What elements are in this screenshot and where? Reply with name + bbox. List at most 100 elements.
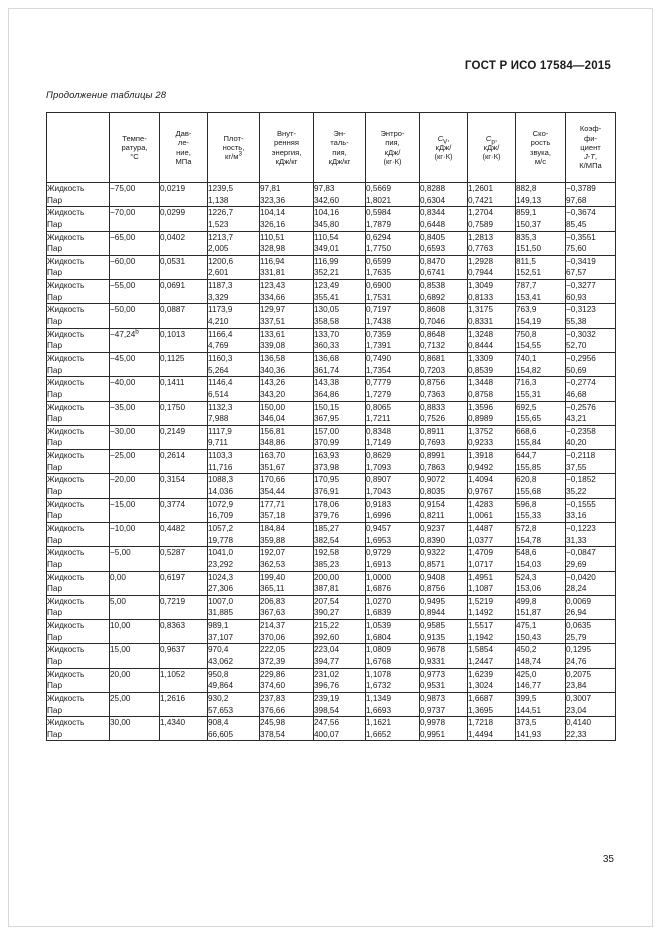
cp-vapour: 0,7763 xyxy=(468,244,494,254)
cp-liquid: 1,2601 xyxy=(468,184,494,193)
table-row: ЖидкостьПар−40,00.0,1411.1146,46,514143,… xyxy=(46,376,616,402)
jt-coefficient-cell: 0,1295 24,76 xyxy=(565,643,616,669)
sound-speed-vapour: 154,55 xyxy=(516,341,542,351)
table-row: ЖидкостьПар−70,00.0,0299.1226,71,523104,… xyxy=(46,206,616,232)
entropy-liquid: 0,7779 xyxy=(366,378,392,388)
entropy-liquid: 1,1349 xyxy=(366,693,392,703)
pressure-cell: 1,2616. xyxy=(159,691,208,718)
internal-energy-liquid: 123,43 xyxy=(260,281,286,291)
internal-energy-liquid: 97,81 xyxy=(260,184,281,193)
temperature-value: −75,00 xyxy=(110,184,136,193)
entropy-liquid: 1,0270 xyxy=(366,596,392,606)
pressure-value: 0,7219 xyxy=(160,596,186,606)
phase-cell: Жидкость Пар xyxy=(46,521,110,548)
cp-cell: 1,4709 1,0717 xyxy=(467,546,516,572)
temperature-value: −5,00 xyxy=(110,548,131,558)
pressure-cell: 0,4482. xyxy=(159,521,208,548)
phase-liquid-label: Жидкость xyxy=(47,353,85,363)
table-row: ЖидкостьПар30,00.1,4340.908,466,605245,9… xyxy=(46,716,616,742)
density-vapour: 3,329 xyxy=(208,292,229,302)
enthalpy-vapour: 390,27 xyxy=(314,608,340,618)
table-row: Жидкость Пар −15,00.0,3774.1072,9 16,709 177… xyxy=(46,497,616,523)
cv-cell: 0,9873 0,9737 xyxy=(419,691,468,718)
cv-cell: 0,8681 0,7203 xyxy=(419,351,468,378)
temperature-cell: −45,00. xyxy=(109,351,160,378)
sound-speed-cell: 450,2 148,74 xyxy=(515,643,566,669)
density-liquid: 970,4 xyxy=(208,645,229,655)
internal-energy-liquid: 163,70 xyxy=(260,451,286,461)
sound-speed-vapour: 154,03 xyxy=(516,559,542,569)
jt-coefficient-liquid: −0,3674 xyxy=(566,208,596,218)
internal-energy-cell: 123,43 334,66 xyxy=(259,279,314,305)
header-sound-speed-l2: рость xyxy=(530,138,551,148)
jt-coefficient-cell: 0,2075 23,84 xyxy=(565,667,616,693)
cv-vapour: 0,7693 xyxy=(420,438,446,448)
cv-cell: 0,8833 0,7526 xyxy=(419,400,468,426)
internal-energy-vapour: 378,54 xyxy=(260,729,286,739)
temperature-value: 5,00 xyxy=(110,596,126,606)
pressure-cell: 0,0887. xyxy=(159,303,208,329)
table-row: ЖидкостьПар−55,00.0,0691.1187,33,329123,… xyxy=(46,279,616,305)
enthalpy-vapour: 349,01 xyxy=(314,244,340,254)
density-liquid: 1007,0 xyxy=(208,596,234,606)
phase-cell: Жидкость Пар xyxy=(46,351,110,378)
temperature-value: −70,00 xyxy=(110,208,136,218)
enthalpy-liquid: 163,93 xyxy=(314,451,340,461)
enthalpy-cell: 207,54 390,27 xyxy=(313,594,366,621)
entropy-liquid: 0,9457 xyxy=(366,523,392,533)
jt-coefficient-vapour: 33,16 xyxy=(566,511,587,521)
density-vapour: 9,711 xyxy=(208,438,228,448)
entropy-vapour: 1,7750 xyxy=(366,244,392,254)
internal-energy-cell: 136,58 340,36 xyxy=(259,351,314,378)
header-cv-l3: (кг·К) xyxy=(434,152,453,162)
phase-liquid-label: Жидкость xyxy=(47,402,85,412)
entropy-cell: 0,8907 1,7043 xyxy=(365,473,420,499)
density-vapour: 4,210 xyxy=(208,317,229,327)
internal-energy-vapour: 351,67 xyxy=(260,462,286,472)
jt-coefficient-vapour: 37,55 xyxy=(566,462,587,472)
cv-cell: 0,9408 0,8756 xyxy=(419,570,468,596)
sound-speed-vapour: 149,13 xyxy=(516,195,542,205)
phase-liquid-label: Жидкость xyxy=(47,232,85,242)
cp-cell: 1,6687 1,3695 xyxy=(467,691,516,718)
table-row: Жидкость Пар −65,00.0,0402.1213,7 2,005 110,… xyxy=(46,230,616,256)
enthalpy-liquid: 143,38 xyxy=(314,378,340,388)
cv-vapour: 0,8390 xyxy=(420,535,446,545)
pressure-value: 0,1013 xyxy=(160,329,186,339)
cv-liquid: 0,8681 xyxy=(420,353,446,363)
internal-energy-cell: 192,07 362,53 xyxy=(259,546,314,572)
cv-vapour: 0,8944 xyxy=(420,608,446,618)
internal-energy-liquid: 229,86 xyxy=(260,669,286,679)
internal-energy-liquid: 143,26 xyxy=(260,378,286,388)
jt-coefficient-liquid: 0,0069 xyxy=(566,596,592,606)
cp-cell: 1,3175 0,8331 xyxy=(467,303,516,329)
phase-vapour-label: Пар xyxy=(47,244,62,254)
jt-coefficient-liquid: 0,1295 xyxy=(566,645,592,655)
cp-vapour: 1,1087 xyxy=(468,584,494,594)
sound-speed-cell: 425,0 146,77 xyxy=(515,667,566,693)
sound-speed-vapour: 152,51 xyxy=(516,268,542,278)
jt-coefficient-cell: −0,3551 75,60 xyxy=(565,230,616,256)
cv-liquid: 0,8538 xyxy=(420,281,446,291)
header-enthalpy-l3: пия, xyxy=(332,147,347,157)
pressure-cell: 0,6197. xyxy=(159,570,208,596)
density-liquid: 1103,3 xyxy=(208,451,233,461)
internal-energy-vapour: 357,18 xyxy=(260,511,286,521)
cp-liquid: 1,4094 xyxy=(468,475,494,485)
cv-cell: 0,9585 0,9135 xyxy=(419,619,468,645)
header-cp-l2: кДж/ xyxy=(483,142,500,152)
jt-coefficient-liquid: −0,3551 xyxy=(566,232,596,242)
header-internal-energy-l3: энергия, xyxy=(271,147,302,157)
pressure-value: 0,0402 xyxy=(160,232,186,242)
temperature-value: −60,00 xyxy=(110,256,136,266)
jt-coefficient-cell: −0,3123 55,38 xyxy=(565,303,616,329)
internal-energy-vapour: 362,53 xyxy=(260,559,286,569)
pressure-value: 0,4482 xyxy=(160,523,186,533)
jt-coefficient-liquid: −0,0847 xyxy=(566,548,596,558)
sound-speed-liquid: 425,0 xyxy=(516,669,537,679)
sound-speed-vapour: 144,51 xyxy=(516,705,542,715)
internal-energy-cell: 97,81 323,36 xyxy=(259,181,314,208)
phase-liquid-label: Жидкость xyxy=(47,669,85,679)
entropy-liquid: 1,0539 xyxy=(366,621,392,631)
table-row: Жидкость Пар −50,00.0,0887.1173,9 4,210 129,… xyxy=(46,303,616,329)
